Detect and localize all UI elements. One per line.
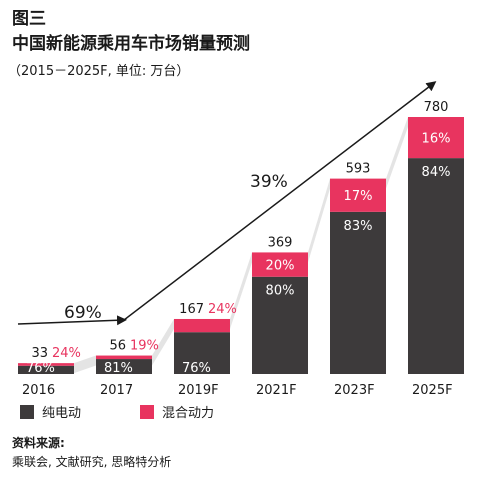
legend-label-bev: 纯电动 <box>42 406 81 421</box>
hybrid-label-2021F: 20% <box>266 259 295 274</box>
connector-4 <box>386 117 408 189</box>
bar-bev-2025F <box>408 158 464 374</box>
legend-swatch-hybrid <box>140 405 154 419</box>
cagr-annotation-long: 39% <box>250 172 288 192</box>
hybrid-label-2019F: 24% <box>208 302 237 317</box>
trend-arrow-short <box>17 315 127 326</box>
total-label-2021F: 369 <box>268 235 293 250</box>
bev-label-2019F: 76% <box>182 361 211 376</box>
connector-2 <box>230 252 252 329</box>
source-label: 资料来源: <box>12 435 65 450</box>
trend-arrow-long <box>123 81 437 321</box>
x-tick-2016: 2016 <box>22 383 55 398</box>
bar-hybrid-2021F <box>252 252 308 277</box>
bar-hybrid-2017 <box>96 355 152 360</box>
bev-label-2025F: 84% <box>422 165 451 180</box>
bar-bev-2016 <box>18 365 74 374</box>
hybrid-label-2016: 24% <box>52 346 81 361</box>
chart-title: 中国新能源乘用车市场销量预测 <box>12 33 250 54</box>
x-tick-2019F: 2019F <box>178 383 219 398</box>
bar-hybrid-2016 <box>18 363 74 366</box>
total-label-2019F: 167 <box>179 302 204 317</box>
bar-bev-2021F <box>252 276 308 374</box>
figure-label: 图三 <box>12 9 46 29</box>
trend-arrows: 69% 39% <box>17 81 437 326</box>
x-tick-2017: 2017 <box>100 383 133 398</box>
hybrid-label-2023F: 17% <box>344 189 373 204</box>
bar-labels: 33 24%76%56 19%81%167 24%76%36920%80%59317%… <box>26 100 450 376</box>
legend-swatch-bev <box>20 405 34 419</box>
hybrid-label-2025F: 16% <box>422 132 451 147</box>
connector-3 <box>308 178 330 263</box>
chart-subtitle: （2015－2025F, 单位: 万台） <box>8 64 189 79</box>
legend: 纯电动 混合动力 <box>20 405 214 421</box>
bev-label-2023F: 83% <box>344 219 373 234</box>
bar-hybrid-2025F <box>408 117 464 159</box>
x-tick-2025F: 2025F <box>412 383 453 398</box>
bev-label-2016: 76% <box>26 361 55 376</box>
hybrid-label-2017: 19% <box>130 339 159 354</box>
bar-hybrid-2019F <box>174 318 230 333</box>
bar-hybrid-2023F <box>330 178 386 212</box>
cagr-annotation-short: 69% <box>64 303 102 323</box>
source-text: 乘联会, 文献研究, 思略特分析 <box>12 454 171 469</box>
total-label-2016: 33 <box>31 346 48 361</box>
connector-0 <box>74 355 96 374</box>
x-tick-2023F: 2023F <box>334 383 375 398</box>
bev-label-2017: 81% <box>104 361 133 376</box>
bar-connectors <box>74 117 408 374</box>
connector-1 <box>152 318 174 366</box>
x-tick-2021F: 2021F <box>256 383 297 398</box>
bev-label-2021F: 80% <box>266 284 295 299</box>
legend-label-hybrid: 混合动力 <box>162 406 214 421</box>
bars <box>18 117 464 374</box>
total-label-2017: 56 <box>109 339 126 354</box>
bar-bev-2019F <box>174 332 230 374</box>
total-label-2023F: 593 <box>346 162 371 177</box>
total-label-2025F: 780 <box>424 100 449 115</box>
x-axis-ticks: 2016 2017 2019F 2021F 2023F 2025F <box>22 383 453 398</box>
bar-bev-2017 <box>96 359 152 374</box>
bar-bev-2023F <box>330 211 386 374</box>
